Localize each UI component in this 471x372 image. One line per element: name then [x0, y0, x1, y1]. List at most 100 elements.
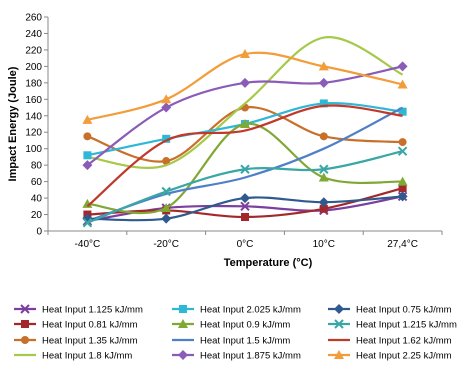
legend-label: Heat Input 1.125 kJ/mm — [42, 305, 143, 316]
data-point — [318, 77, 329, 88]
legend-item: Heat Input 1.35 kJ/mm — [14, 336, 138, 347]
legend-layer: Heat Input 1.125 kJ/mm Heat Input 0.81 kJ… — [14, 304, 457, 362]
series-12 — [82, 49, 408, 124]
legend-item: Heat Input 0.75 kJ/mm — [328, 304, 452, 316]
x-tick-label: -40°C — [75, 239, 101, 250]
data-point — [162, 134, 171, 143]
legend-label: Heat Input 0.75 kJ/mm — [356, 305, 452, 316]
data-point — [161, 94, 172, 104]
data-point — [318, 61, 329, 71]
y-tick-label: 260 — [25, 13, 42, 24]
data-point — [240, 201, 250, 212]
series-3 — [83, 103, 407, 166]
legend-label: Heat Input 1.8 kJ/mm — [42, 351, 132, 362]
legend-item: Heat Input 1.62 kJ/mm — [328, 336, 452, 347]
y-tick-label: 140 — [25, 111, 42, 122]
data-point — [397, 79, 408, 89]
data-point — [318, 197, 329, 208]
data-point — [397, 176, 408, 186]
x-tick-label: 10°C — [313, 239, 335, 250]
data-point — [82, 160, 93, 171]
y-tick-label: 40 — [31, 194, 43, 205]
series-line — [87, 106, 403, 163]
series-4 — [87, 36, 404, 169]
y-tick-label: 220 — [25, 45, 42, 56]
data-point — [161, 213, 172, 224]
data-point — [398, 138, 407, 147]
x-axis-title: Temperature (°C) — [224, 257, 313, 269]
series-layer — [82, 36, 408, 228]
legend-item: Heat Input 2.25 kJ/mm — [328, 350, 452, 362]
data-point — [240, 164, 250, 174]
y-tick-label: 160 — [25, 95, 42, 106]
data-point — [161, 102, 172, 113]
data-point — [397, 146, 408, 156]
legend-label: Heat Input 1.215 kJ/mm — [356, 320, 457, 331]
legend-item: Heat Input 1.5 kJ/mm — [172, 336, 290, 347]
data-point — [161, 202, 172, 212]
legend-marker — [21, 320, 29, 328]
legend-item: Heat Input 1.8 kJ/mm — [14, 351, 132, 362]
y-tick-label: 240 — [25, 29, 42, 40]
legend-marker — [20, 304, 30, 314]
y-axis-title: Impact Energy (Joule) — [7, 66, 19, 181]
y-tick-label: 120 — [25, 128, 42, 139]
data-point — [83, 132, 92, 141]
legend-item: Heat Input 1.215 kJ/mm — [328, 319, 457, 331]
legend-label: Heat Input 2.025 kJ/mm — [200, 305, 301, 316]
x-tick-label: -20°C — [153, 239, 179, 250]
data-point — [83, 151, 92, 160]
legend-item: Heat Input 1.125 kJ/mm — [14, 304, 143, 316]
legend-marker — [21, 336, 29, 344]
y-tick-label: 60 — [31, 177, 43, 188]
data-point — [240, 49, 250, 59]
y-tick-label: 0 — [36, 227, 42, 238]
x-tick-label: 0°C — [237, 239, 254, 250]
data-point — [319, 204, 328, 213]
data-point — [319, 132, 328, 141]
legend-marker — [179, 305, 187, 313]
legend-marker — [334, 350, 344, 359]
legend-label: Heat Input 2.25 kJ/mm — [356, 351, 452, 362]
data-point — [397, 191, 408, 202]
series-line — [87, 36, 404, 169]
data-point — [319, 99, 328, 108]
data-point — [319, 164, 329, 174]
series-8 — [82, 61, 408, 171]
data-point — [161, 186, 171, 197]
legend-marker — [178, 319, 188, 328]
legend-marker — [334, 319, 344, 329]
legend-label: Heat Input 1.35 kJ/mm — [42, 336, 138, 347]
series-11 — [86, 104, 403, 208]
data-point — [240, 193, 250, 204]
data-point — [398, 107, 407, 116]
axes-layer: 0 20 40 60 80 100 120 140 160 180 200 220 240 260 -40°… — [25, 13, 443, 250]
data-point — [318, 172, 329, 182]
data-point — [240, 77, 250, 88]
y-tick-label: 100 — [25, 144, 42, 155]
y-tick-label: 20 — [31, 210, 43, 221]
data-point — [397, 61, 408, 72]
legend-item: Heat Input 1.875 kJ/mm — [172, 350, 301, 362]
data-point — [240, 119, 250, 128]
legend-label: Heat Input 0.81 kJ/mm — [42, 320, 138, 331]
x-tick-label: 27,4°C — [387, 239, 418, 250]
legend-marker — [178, 350, 188, 360]
legend-item: Heat Input 2.025 kJ/mm — [172, 305, 301, 316]
series-6 — [82, 119, 408, 215]
legend-marker — [334, 304, 344, 314]
legend-item: Heat Input 0.81 kJ/mm — [14, 320, 138, 331]
series-10 — [82, 146, 408, 228]
data-point — [241, 213, 249, 222]
data-point — [162, 157, 171, 166]
legend-item: Heat Input 0.9 kJ/mm — [172, 319, 290, 331]
data-point — [82, 114, 93, 124]
y-tick-label: 200 — [25, 62, 42, 73]
y-tick-label: 180 — [25, 78, 42, 89]
data-point — [398, 184, 407, 193]
legend-label: Heat Input 0.9 kJ/mm — [200, 320, 290, 331]
legend-label: Heat Input 1.62 kJ/mm — [356, 336, 452, 347]
series-line — [86, 104, 403, 208]
